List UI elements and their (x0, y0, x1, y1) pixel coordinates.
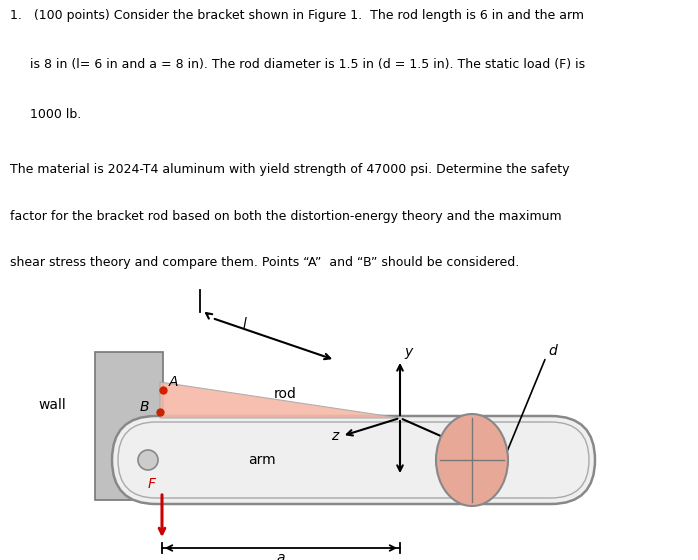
Ellipse shape (436, 414, 508, 506)
Text: 1.   (100 points) Consider the bracket shown in Figure 1.  The rod length is 6 i: 1. (100 points) Consider the bracket sho… (10, 9, 584, 22)
Text: l: l (242, 317, 246, 331)
Text: x: x (472, 437, 480, 451)
Text: y: y (404, 345, 413, 359)
Text: factor for the bracket rod based on both the distortion-energy theory and the ma: factor for the bracket rod based on both… (10, 209, 562, 223)
Text: 1000 lb.: 1000 lb. (10, 108, 82, 121)
Text: d: d (548, 344, 557, 358)
Polygon shape (160, 382, 400, 418)
FancyBboxPatch shape (118, 422, 589, 498)
Text: rod: rod (274, 387, 297, 401)
Text: a: a (276, 551, 285, 560)
Text: The material is 2024-T4 aluminum with yield strength of 47000 psi. Determine the: The material is 2024-T4 aluminum with yi… (10, 163, 570, 176)
Text: wall: wall (38, 398, 66, 412)
Text: is 8 in (l= 6 in and a = 8 in). The rod diameter is 1.5 in (d = 1.5 in). The sta: is 8 in (l= 6 in and a = 8 in). The rod … (10, 58, 586, 71)
Text: arm: arm (248, 453, 276, 467)
Text: A: A (169, 375, 179, 389)
Circle shape (138, 450, 158, 470)
Text: F: F (148, 477, 156, 491)
Bar (95, 352, 163, 500)
FancyBboxPatch shape (112, 416, 595, 504)
Text: B: B (140, 400, 149, 414)
Text: shear stress theory and compare them. Points “A”  and “B” should be considered.: shear stress theory and compare them. Po… (10, 256, 520, 269)
Text: z: z (331, 429, 338, 443)
